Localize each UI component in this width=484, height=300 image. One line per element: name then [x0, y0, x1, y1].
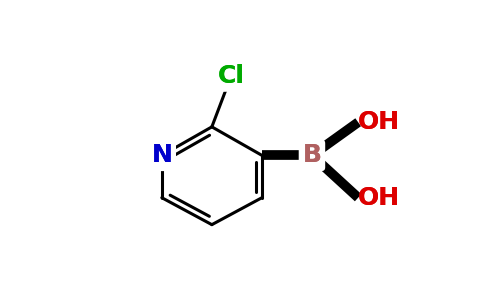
Text: OH: OH [358, 110, 400, 134]
Text: Cl: Cl [218, 64, 244, 88]
Text: N: N [151, 143, 172, 167]
Text: B: B [302, 143, 321, 167]
Text: Cl: Cl [218, 64, 244, 88]
Text: OH: OH [358, 186, 400, 210]
Text: OH: OH [358, 186, 400, 210]
Text: B: B [302, 143, 321, 167]
Text: N: N [151, 143, 172, 167]
Text: N: N [151, 143, 172, 167]
Text: B: B [302, 143, 321, 167]
Text: OH: OH [358, 110, 400, 134]
Text: Cl: Cl [218, 64, 244, 88]
